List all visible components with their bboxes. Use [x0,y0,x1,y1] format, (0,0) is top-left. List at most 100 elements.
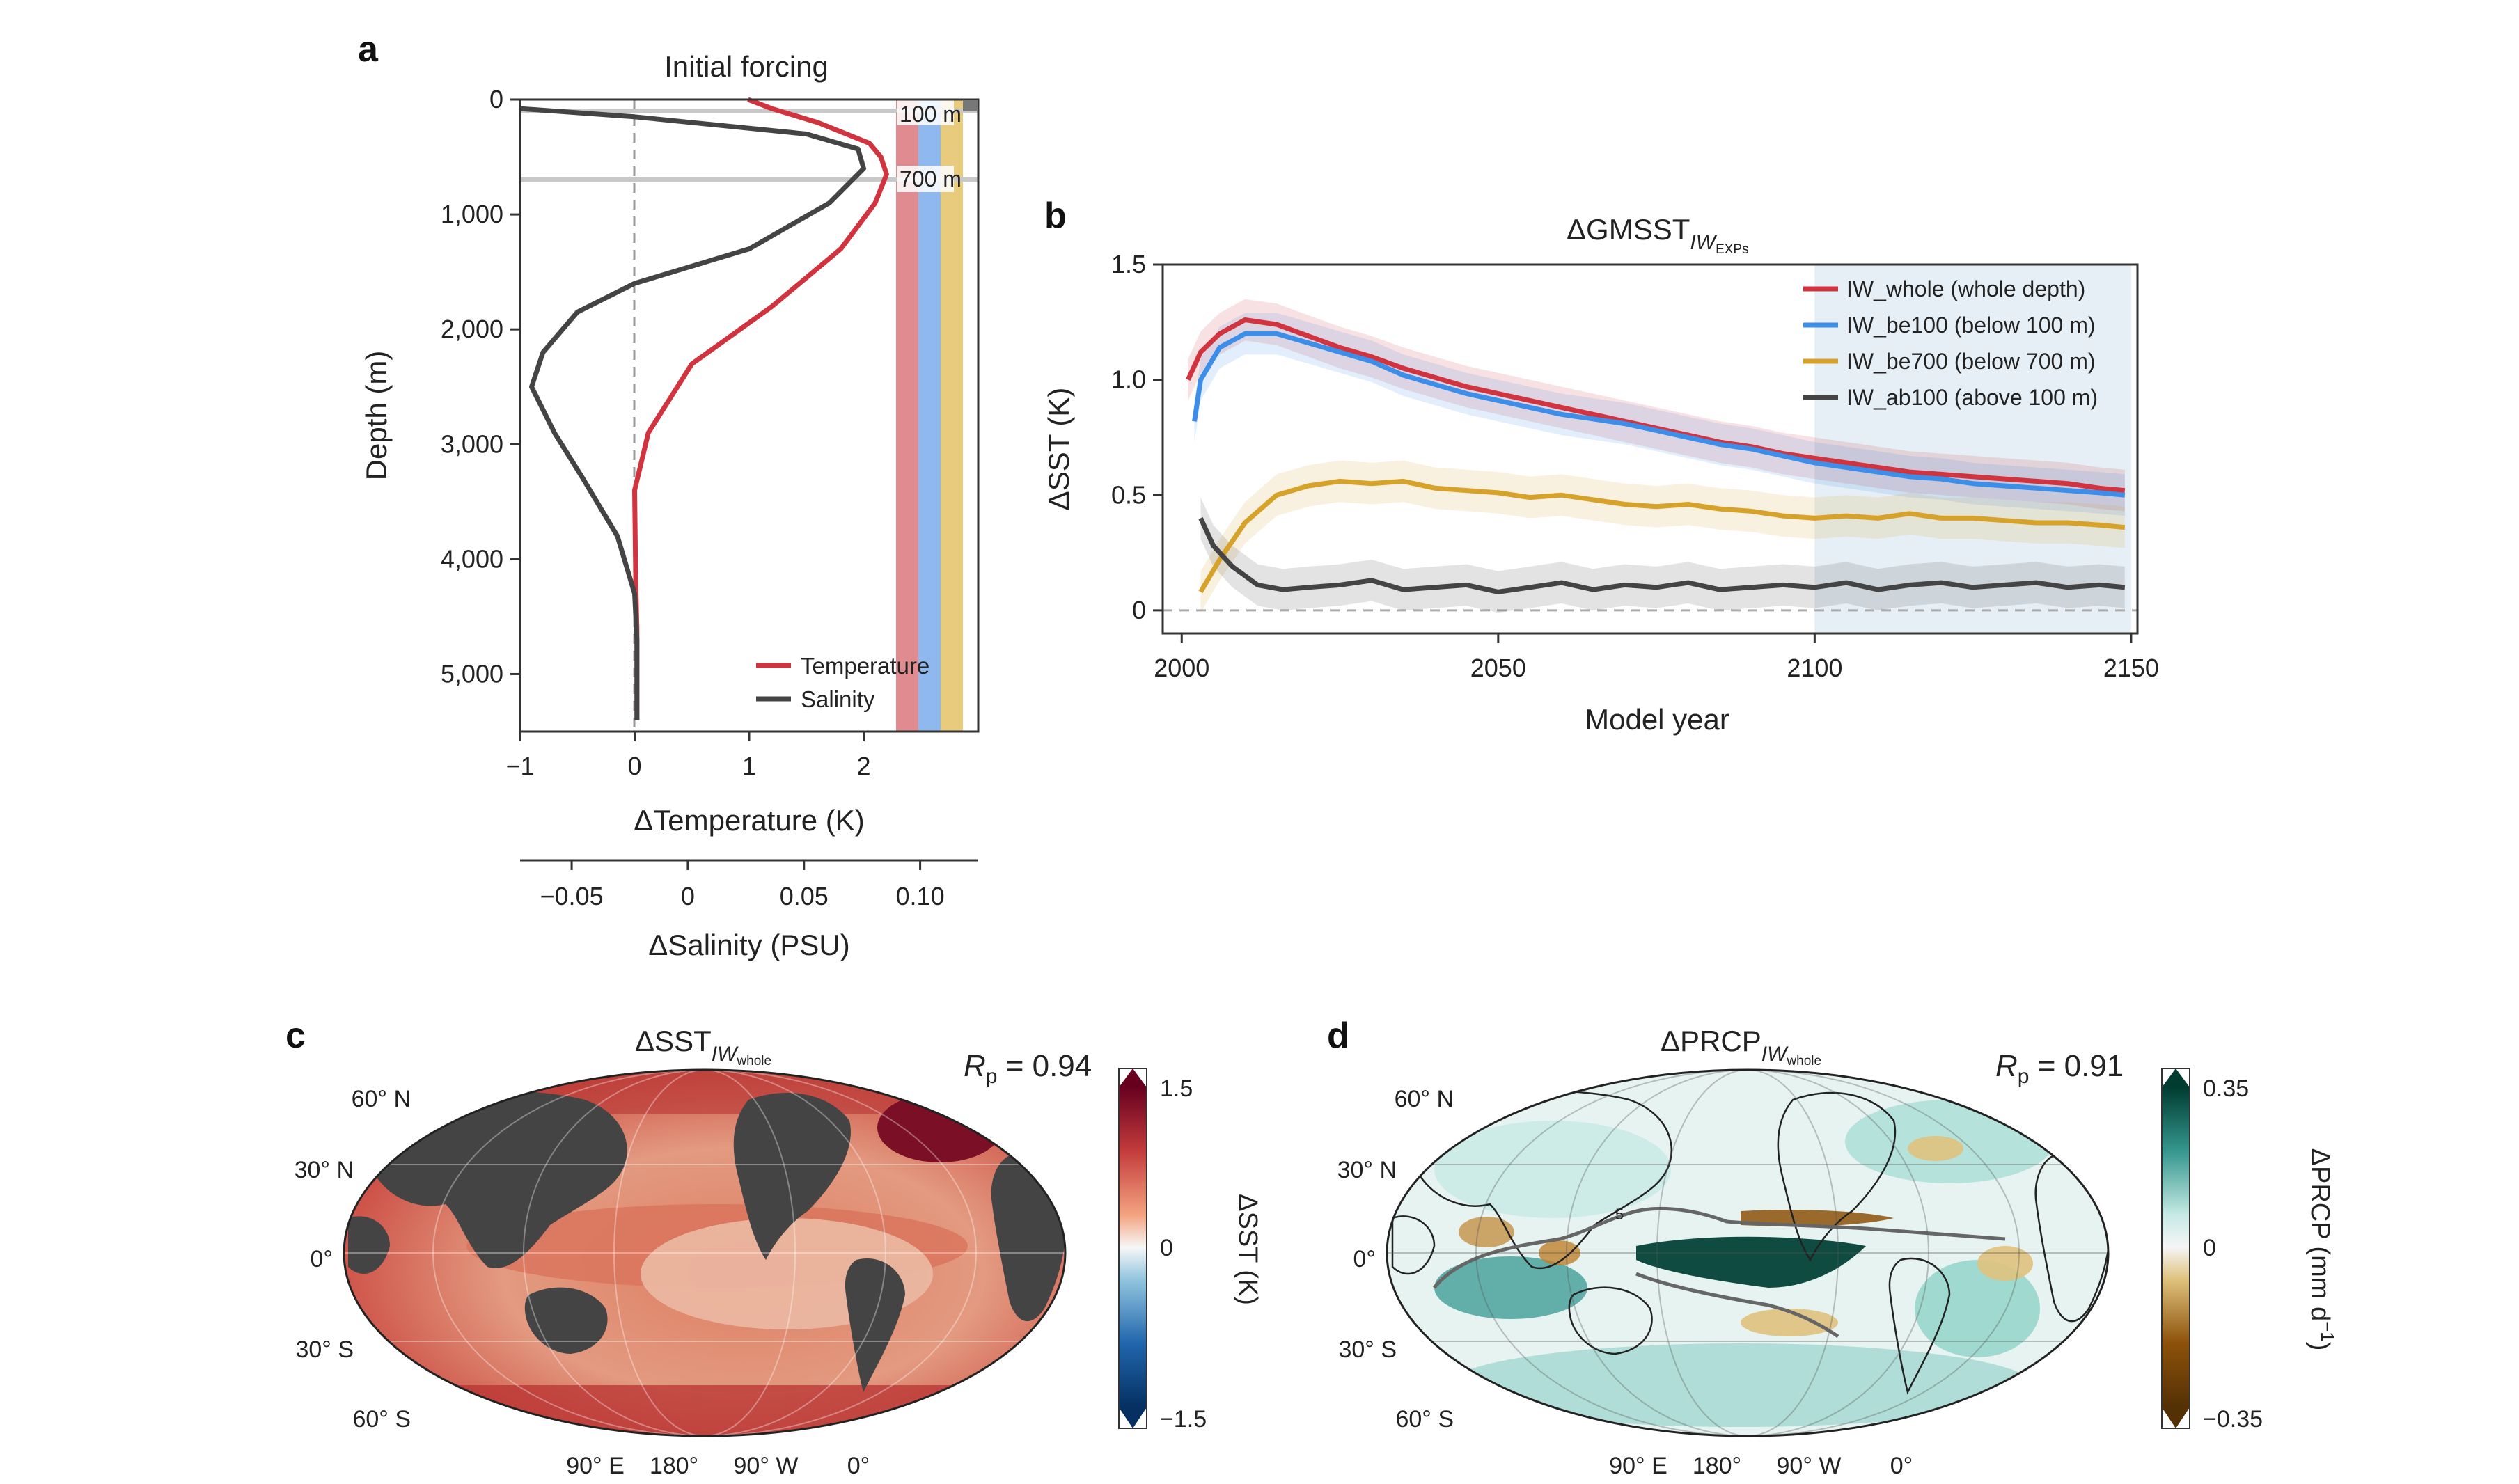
panel-a-xtick-label: 1 [742,752,756,780]
panel-a: a Initial forcing 100 m 700 m 0 1,000 2,00… [358,29,980,961]
panel-a-ytick-label: 2,000 [441,315,503,343]
panel-a-title: Initial forcing [664,50,829,83]
sst-lon-180: 180° [650,1453,698,1479]
panel-b-title: ΔGMSSTIWEXPs [1567,213,1749,257]
panel-d-corr-symbol: R [1995,1049,2018,1083]
legend-label-iw-whole: IW_whole (whole depth) [1846,276,2085,301]
panel-a-ytick-label: 3,000 [441,429,503,458]
forcing-bar-be100 [918,100,941,732]
sst-colorbar: 1.5 0 −1.5 ΔSST (K) [1118,1068,1262,1432]
panel-c-correlation: Rp = 0.94 [964,1049,1092,1088]
series-iw-ab100-above-100-m [1198,516,2126,594]
panel-d-title: ΔPRCPIWwhole [1661,1025,1821,1068]
sst-lat-60s: 60° S [352,1406,411,1432]
sst-map [344,1070,1065,1436]
series-salinity [521,106,866,720]
prcp-itcz-negative [1741,1210,1894,1226]
panel-label-b: b [1044,196,1067,236]
panel-d-title-main: ΔPRCP [1661,1025,1761,1057]
series-iw-be100-below-100-m [1192,331,2126,498]
panel-a-x2tick-label: −0.05 [540,882,604,910]
panel-a-legend: Temperature Salinity [756,653,929,712]
prcp-lon-180: 180° [1693,1453,1741,1479]
panel-b-ytick-label: 1.5 [1111,250,1146,278]
panel-b-ytick-label: 1.0 [1111,365,1146,394]
sst-lon-90e: 90° E [566,1453,625,1479]
legend-label-salinity: Salinity [801,686,875,712]
prcp-colorbar-tick-min: −0.35 [2203,1406,2263,1432]
panel-b-xtick-label: 2000 [1154,654,1209,682]
panel-b-title-sub: IW [1690,231,1717,254]
shaded-period-2100-2150 [1814,265,2131,633]
prcp-contour-5 [1433,1206,2006,1289]
panel-a-xtick-label: −1 [505,752,534,780]
sst-lon-labels: 90° E 180° 90° W 0° [566,1453,870,1479]
panel-b-title-main: ΔGMSST [1567,213,1690,246]
legend-label-iw-ab100: IW_ab100 (above 100 m) [1846,385,2098,410]
label-700m: 700 m [900,166,962,191]
panel-c-corr-symbol: R [964,1049,986,1083]
panel-a-x2label: ΔSalinity (PSU) [648,929,849,961]
band-iw-be100-below-100-m [1194,313,2125,516]
sst-colorbar-label: ΔSST (K) [1233,1194,1262,1305]
legend-label-temperature: Temperature [801,653,929,679]
panel-b-xtick-label: 2100 [1787,654,1842,682]
panel-c-title-sub: IW [712,1043,739,1066]
panel-a-ytick-label: 0 [489,85,503,113]
prcp-map: 5 [1387,1070,2108,1436]
band-iw-whole-whole-depth [1188,299,2125,512]
sst-lat-labels: 60° N 30° N 0° 30° S 60° S [295,1086,411,1432]
prcp-graticule [1387,1070,2108,1436]
panel-b-xlabel: Model year [1585,703,1729,736]
prcp-map-border [1386,1068,2110,1437]
prcp-lat-30n: 30° N [1337,1157,1397,1183]
panel-label-a: a [358,29,379,70]
panel-label-c: c [285,1016,306,1056]
panel-d-correlation: Rp = 0.91 [1995,1049,2124,1088]
prcp-colorbar-label-sup: −1 [2317,1321,2338,1342]
land-australia [524,1287,608,1354]
prcp-contour-5-south [1635,1272,1839,1339]
panel-a-x2tick-label: 0.05 [780,882,829,910]
panel-a-ylabel: Depth (m) [360,351,393,481]
prcp-colorbar-label: ΔPRCP (mm d−1) [2305,1148,2338,1351]
panel-a-x2tick-label: 0 [681,882,695,910]
forcing-bar-be700 [941,100,963,732]
panel-b-legend: IW_whole (whole depth) IW_be100 (below 1… [1803,276,2098,410]
prcp-equatorial-maximum [1636,1236,1866,1288]
legend-label-iw-be100: IW_be100 (below 100 m) [1846,313,2096,338]
panel-a-x2-ticks: −0.05 0 0.05 0.10 [540,860,945,910]
panel-d-title-subsub: whole [1786,1054,1821,1068]
panel-b-ytick-label: 0 [1132,596,1146,624]
prcp-colorbar-tick-zero: 0 [2203,1235,2216,1261]
panel-c-title-main: ΔSST [635,1025,712,1057]
legend-label-iw-be700: IW_be700 (below 700 m) [1846,349,2096,374]
panel-a-x2tick-label: 0.10 [896,882,945,910]
prcp-lat-0: 0° [1353,1246,1376,1272]
sst-colorbar-bottom-arrow [1119,1407,1147,1428]
prcp-colorbar-top-arrow [2162,1068,2190,1087]
panel-b-ylabel: ΔSST (K) [1042,388,1075,511]
band-iw-ab100-above-100-m [1200,497,2125,613]
sst-lon-90w: 90° W [734,1453,799,1479]
prcp-lat-60n: 60° N [1395,1086,1454,1112]
panel-c-corr-sub: p [986,1065,998,1088]
panel-c: c ΔSSTIWwhole Rp = 0.94 [285,1016,1262,1479]
prcp-colorbar: 0.35 0 −0.35 ΔPRCP (mm d−1) [2161,1068,2338,1432]
land-south-america [845,1258,905,1392]
sst-lat-30s: 30° S [295,1336,354,1363]
series-iw-be700-below-700-m [1198,478,2126,594]
forcing-bar-whole [896,100,918,732]
prcp-lon-labels: 90° E 180° 90° W 0° [1609,1453,1913,1479]
sst-lat-60n: 60° N [352,1086,411,1112]
prcp-contour-label: 5 [1615,1206,1624,1223]
prcp-colorbar-tick-max: 0.35 [2203,1075,2249,1102]
sst-colorbar-tick-min: −1.5 [1160,1406,1207,1432]
panel-b-frame [1161,263,2139,635]
panel-a-x-ticks: −1 0 1 2 [505,732,871,780]
land-north-america [733,1093,851,1260]
panel-b-uncertainty-bands [1188,299,2125,613]
band-iw-be700-below-700-m [1200,460,2125,613]
panel-d-corr-value: = 0.91 [2029,1049,2124,1083]
sst-colorbar-gradient [1119,1087,1147,1407]
